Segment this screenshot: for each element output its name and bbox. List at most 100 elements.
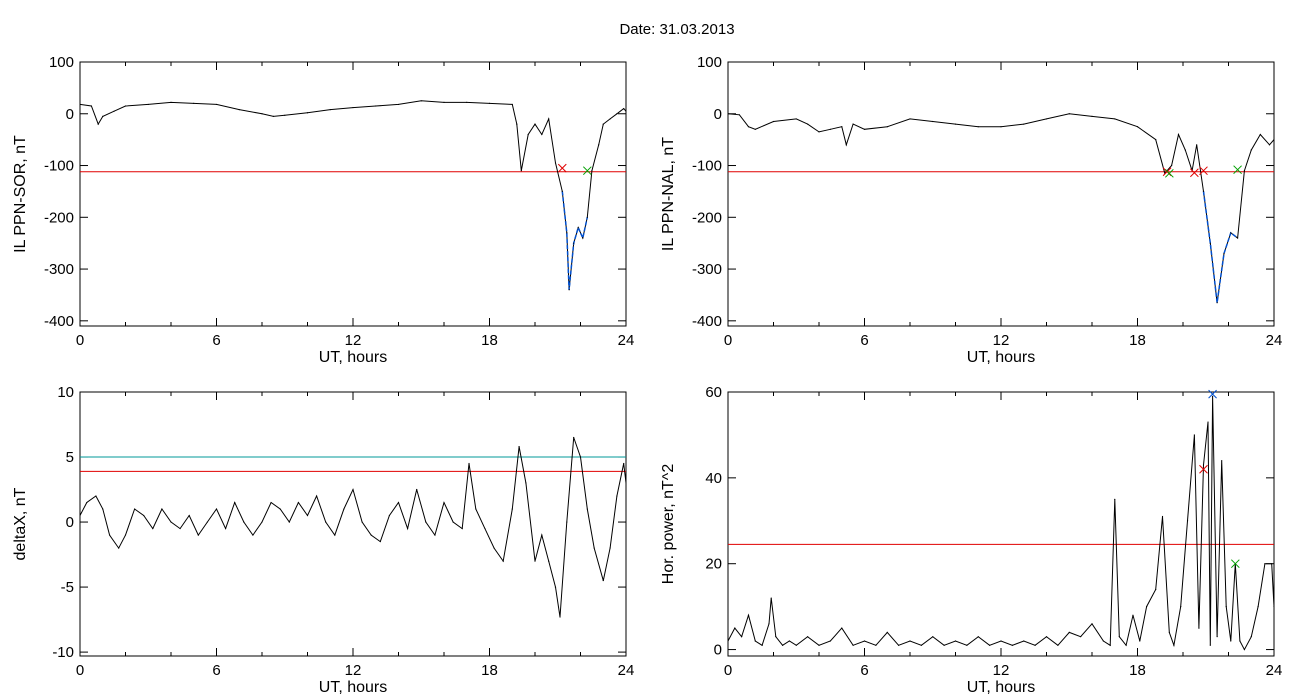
data-point: [452, 521, 454, 523]
data-point: [738, 114, 740, 116]
data-point: [1209, 242, 1211, 244]
data-point: [1102, 640, 1104, 642]
data-point: [1171, 164, 1173, 167]
data-point: [197, 534, 199, 536]
data-point: [1023, 123, 1025, 125]
data-point: [920, 644, 922, 646]
data-point: [932, 636, 934, 638]
data-point: [261, 113, 263, 115]
x-tick-label: 0: [724, 332, 732, 349]
y-tick-label: -10: [52, 644, 74, 661]
plot-frame: [727, 61, 1275, 327]
data-point: [118, 547, 120, 549]
data-point: [102, 508, 104, 510]
plot-1: 0 6 12 18 24 100 0 -100 -200 -300 -400 UT, hours IL …: [12, 54, 634, 366]
data-point: [770, 597, 772, 599]
data-point: [954, 123, 957, 125]
data-point: [466, 101, 468, 103]
y-tick-label: 0: [66, 106, 74, 123]
data-point: [170, 521, 172, 523]
data-point: [977, 636, 979, 638]
data-point: [147, 103, 149, 106]
data-point: [1202, 190, 1205, 193]
data-point: [568, 289, 570, 291]
data-point: [261, 521, 263, 523]
data-point: [898, 644, 900, 646]
data-point: [566, 232, 568, 234]
marker-red: [1199, 166, 1208, 176]
data-point: [625, 482, 626, 484]
data-point: [461, 527, 463, 530]
data-point: [484, 527, 486, 530]
data-point: [1000, 640, 1002, 642]
data-point: [1207, 421, 1209, 423]
data-point: [593, 547, 595, 549]
data-point: [1198, 627, 1200, 629]
data-point: [1243, 170, 1246, 172]
data-point: [845, 144, 847, 146]
data-point: [370, 534, 372, 536]
x-tick-label: 18: [481, 332, 498, 349]
data-point: [609, 118, 611, 120]
x-tick-label: 12: [345, 662, 362, 679]
data-point: [616, 495, 618, 497]
plot-3: 0 6 12 18 24 10 5 0 -5 -10 UT, hours deltaX, nT: [12, 384, 634, 696]
marker-stroke: [1162, 167, 1172, 177]
data-point: [734, 627, 736, 629]
data-point: [1109, 644, 1111, 646]
y-tick-label: -100: [44, 158, 74, 175]
y-tick-label: 0: [714, 642, 722, 659]
data-point: [316, 495, 318, 497]
marker-red: [557, 163, 567, 173]
data-point: [1268, 144, 1271, 146]
data-point: [502, 560, 504, 562]
data-point: [852, 123, 854, 125]
marker-green: [1164, 168, 1174, 178]
data-point: [238, 109, 240, 111]
data-point: [582, 237, 584, 239]
data-point: [1193, 434, 1195, 436]
data-point: [215, 103, 218, 106]
data-point: [161, 508, 163, 510]
data-point: [966, 644, 968, 646]
data-point: [795, 118, 797, 120]
data-point: [561, 190, 563, 193]
data-point: [1230, 232, 1232, 234]
data-point: [493, 547, 495, 549]
y-tick-label: 100: [49, 54, 74, 71]
data-point: [1239, 640, 1241, 642]
data-point: [1161, 515, 1164, 518]
data-point: [747, 126, 750, 128]
data-point: [566, 521, 568, 523]
data-point: [1271, 563, 1273, 565]
y-tick-label: -200: [44, 209, 74, 226]
marker-stroke: [1199, 464, 1208, 474]
x-tick-label: 24: [618, 332, 635, 349]
marker-stroke: [1190, 168, 1199, 178]
x-tick-label: 6: [860, 662, 868, 679]
data-point: [554, 586, 557, 588]
marker-stroke: [1230, 559, 1240, 569]
data-point: [516, 123, 518, 125]
data-point: [468, 462, 470, 465]
data-point: [534, 123, 536, 125]
data-point: [288, 521, 290, 523]
data-point: [1118, 636, 1120, 638]
data-point: [1180, 606, 1182, 608]
x-axis-label: UT, hours: [319, 679, 387, 696]
data-point: [886, 126, 888, 128]
data-point: [579, 456, 582, 458]
y-tick-label: -5: [61, 579, 74, 596]
y-tick-label: 60: [705, 384, 722, 401]
marker-red: [1199, 464, 1208, 474]
x-tick-label: 6: [860, 332, 868, 349]
data-point: [272, 115, 274, 117]
marker-red: [1190, 168, 1199, 178]
data-point: [863, 640, 866, 642]
y-tick-label: -200: [692, 209, 722, 226]
data-point: [577, 227, 579, 229]
data-point: [1114, 118, 1116, 120]
y-tick-label: 5: [66, 449, 74, 466]
data-point: [361, 521, 363, 523]
